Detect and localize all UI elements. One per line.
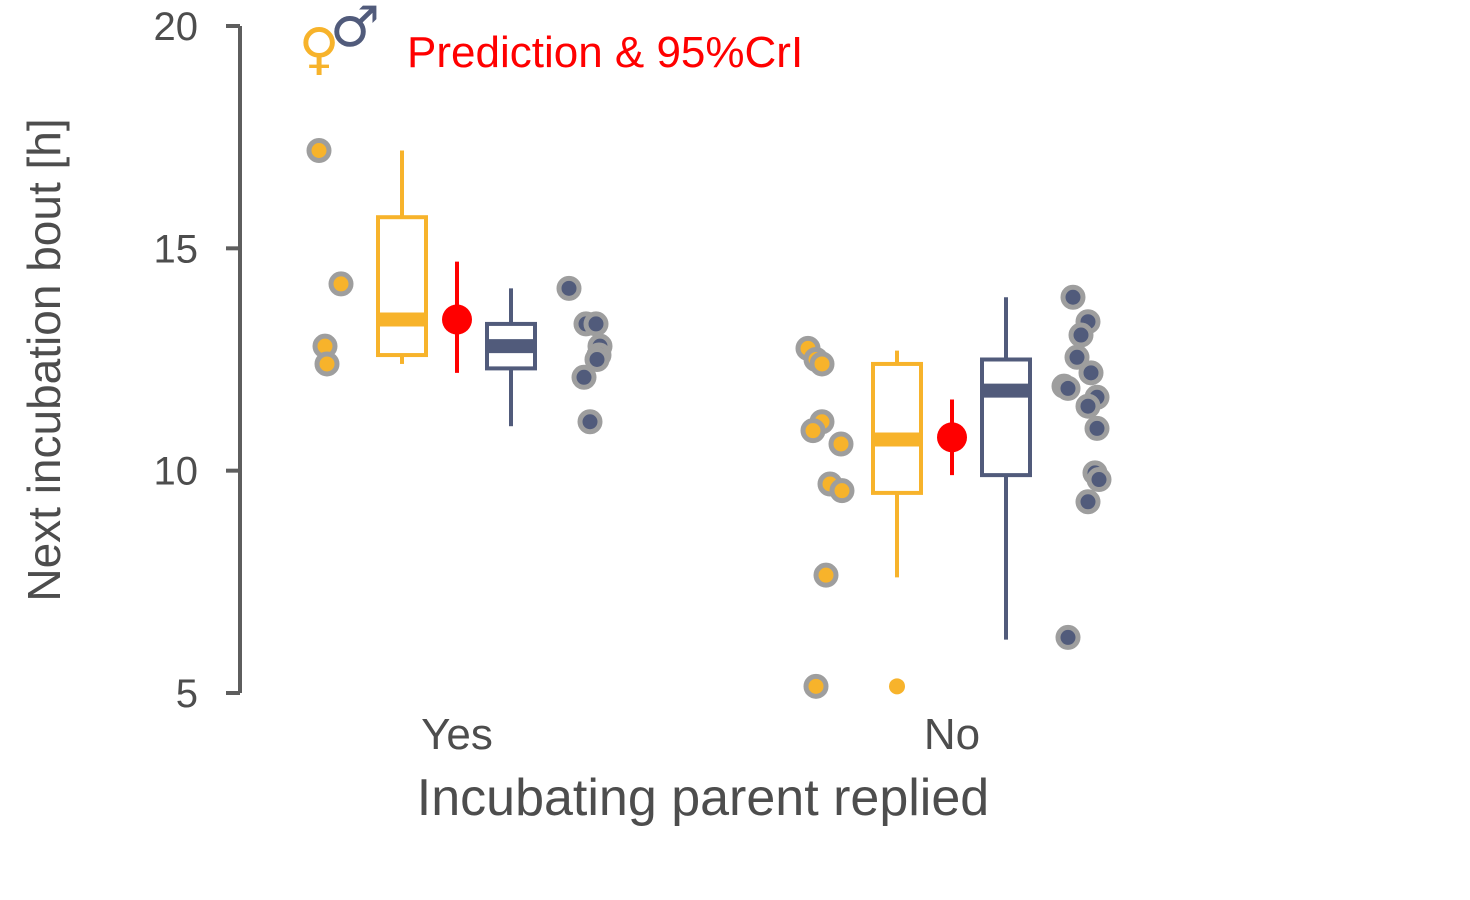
female-outlier-point [889,678,905,695]
prediction-point [442,304,472,335]
male-data-point [583,311,609,337]
male-data-point [1075,393,1101,419]
male-symbol-icon: ♂ [330,0,380,60]
y-tick-label: 15 [154,227,199,271]
box-body [376,215,428,358]
male-data-point [1075,489,1101,515]
male-data-point [577,409,603,435]
box-body [980,357,1032,478]
y-axis-ticks: 5 10 15 20 [154,5,240,716]
prediction-point [937,422,967,453]
male-boxplot [980,297,1032,640]
male-data-point [1086,467,1112,493]
female-data-point [800,418,826,444]
male-data-point [1068,322,1094,348]
y-axis-label: Next incubation bout [h] [18,118,70,601]
box-body [871,361,923,495]
legend: ♀ ♂ Prediction & 95%CrI [298,0,803,82]
female-symbol-icon: ♀ [298,17,339,82]
male-data-point [571,364,597,390]
y-tick-label: 10 [154,450,199,494]
male-data-point [1055,375,1081,401]
female-boxplot [871,350,923,578]
female-data-point [328,271,354,297]
female-data-point [809,351,835,377]
male-data-point [1078,360,1104,386]
x-axis-label: Incubating parent replied [417,769,989,827]
female-data-point [306,138,332,164]
female-data-point [314,351,340,377]
x-tick-label-yes: Yes [421,710,493,759]
female-data-point [803,673,829,699]
male-data-point [1084,415,1110,441]
female-data-point [829,478,855,504]
x-tick-label-no: No [924,710,980,759]
y-tick-label: 5 [176,672,198,716]
male-data-point [1060,284,1086,310]
plot-area [306,138,1112,699]
male-boxplot [485,288,537,427]
male-data-point [556,275,582,301]
female-data-point [828,431,854,457]
prediction-legend-label: Prediction & 95%CrI [407,28,803,77]
female-data-point [813,562,839,588]
female-boxplot [376,150,428,364]
male-data-point [584,347,610,372]
male-data-point [1064,344,1090,370]
male-data-point [1055,624,1081,650]
y-tick-label: 20 [154,5,199,49]
